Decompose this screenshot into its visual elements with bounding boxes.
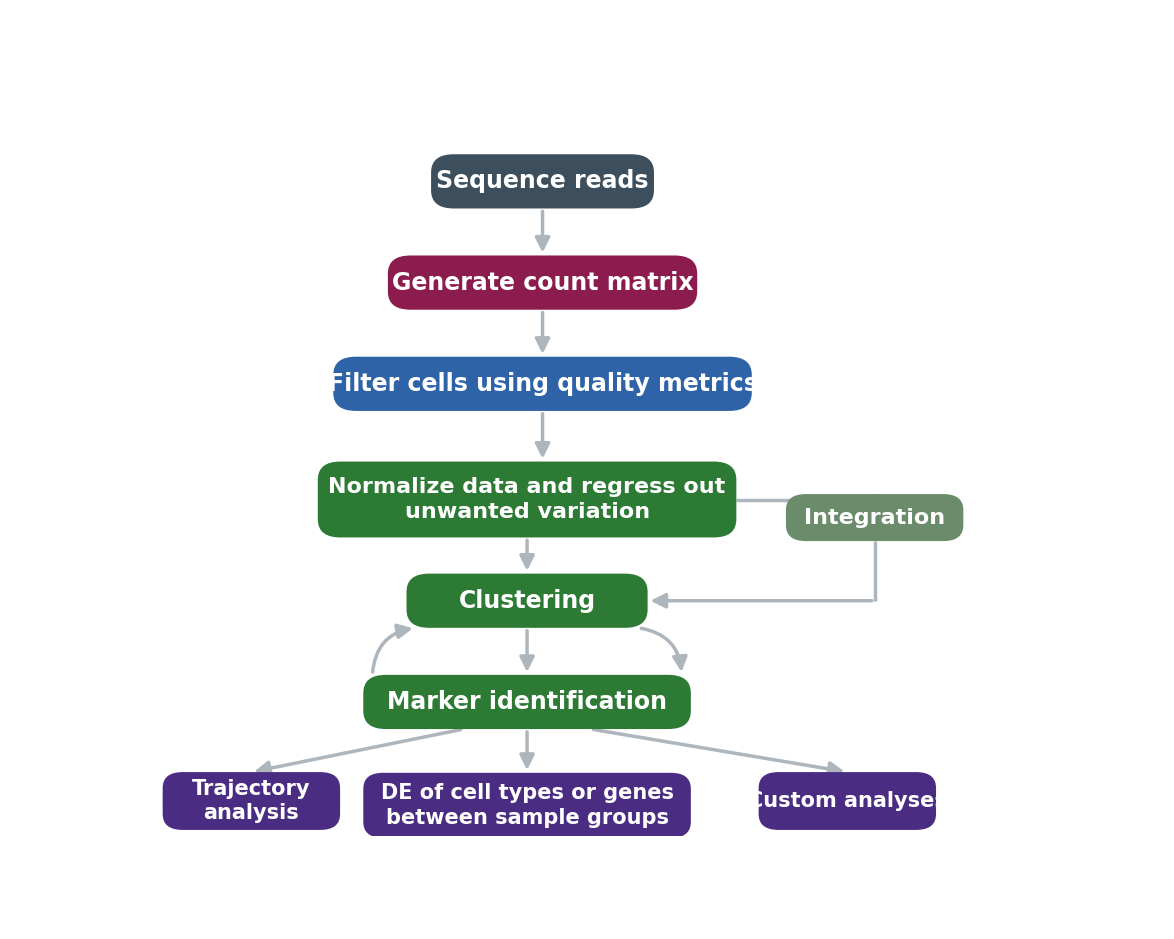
Text: Marker identification: Marker identification <box>387 690 667 714</box>
Text: Trajectory
analysis: Trajectory analysis <box>193 778 311 824</box>
FancyBboxPatch shape <box>431 154 654 208</box>
FancyBboxPatch shape <box>758 772 936 830</box>
Text: Normalize data and regress out
unwanted variation: Normalize data and regress out unwanted … <box>329 477 726 522</box>
Text: Integration: Integration <box>804 508 945 528</box>
FancyBboxPatch shape <box>785 494 964 541</box>
Text: Custom analyses: Custom analyses <box>748 791 946 811</box>
FancyBboxPatch shape <box>333 357 751 411</box>
FancyBboxPatch shape <box>406 574 648 628</box>
Text: Generate count matrix: Generate count matrix <box>392 270 694 295</box>
Text: Sequence reads: Sequence reads <box>437 169 649 193</box>
Text: DE of cell types or genes
between sample groups: DE of cell types or genes between sample… <box>380 783 674 828</box>
FancyBboxPatch shape <box>318 462 736 537</box>
Text: Filter cells using quality metrics: Filter cells using quality metrics <box>328 372 757 396</box>
FancyBboxPatch shape <box>163 772 340 830</box>
FancyBboxPatch shape <box>363 675 690 729</box>
FancyBboxPatch shape <box>387 255 697 310</box>
FancyBboxPatch shape <box>363 773 690 838</box>
Text: Clustering: Clustering <box>459 589 595 613</box>
